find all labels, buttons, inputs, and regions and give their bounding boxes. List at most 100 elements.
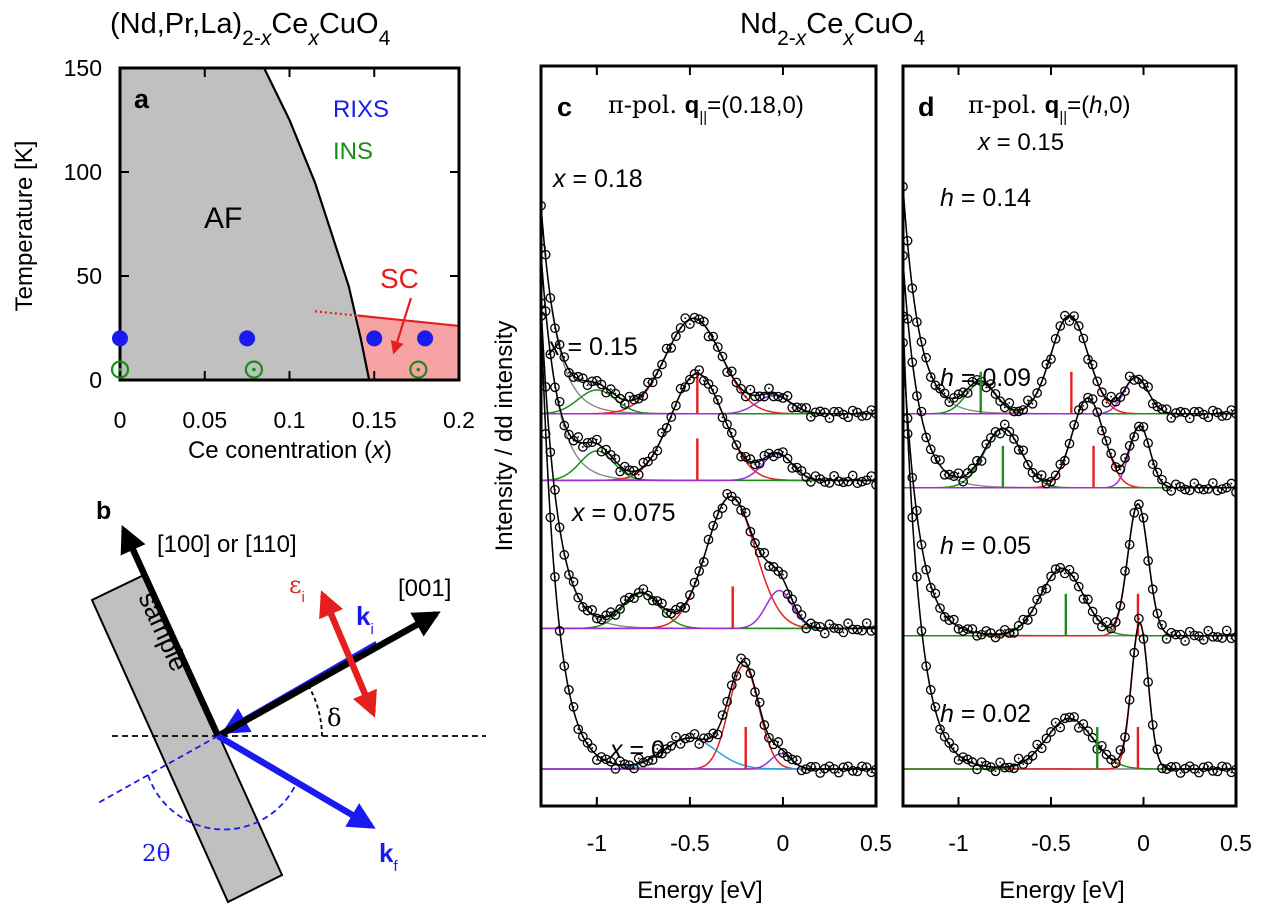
data-point: [712, 342, 723, 352]
data-point-center: [698, 369, 701, 371]
data-point-center: [726, 423, 729, 426]
data-point-center: [1110, 627, 1113, 630]
panel-d-header2: x = 0.15: [977, 129, 1064, 156]
data-point: [1152, 467, 1163, 478]
data-point-center: [1142, 638, 1145, 640]
data-point: [652, 596, 663, 606]
data-point: [694, 739, 705, 749]
panel-c-curve-label-2: x = 0.075: [571, 499, 676, 527]
data-point: [541, 200, 546, 211]
data-point-center: [744, 395, 747, 398]
data-point-center: [809, 415, 812, 418]
data-point-center: [952, 747, 955, 750]
data-point: [1120, 566, 1130, 576]
data-point-center: [707, 538, 710, 541]
data-point-center: [1110, 452, 1113, 455]
fit-peak-green: [541, 450, 876, 482]
data-point: [986, 379, 996, 389]
data-point-center: [1087, 598, 1089, 601]
data-point-center: [749, 672, 752, 675]
data-point: [1152, 744, 1163, 755]
data-point: [750, 687, 760, 697]
data-point-center: [721, 714, 724, 717]
data-point-center: [1128, 698, 1131, 701]
data-point-center: [1068, 442, 1071, 445]
data-point-center: [1216, 770, 1219, 773]
data-point: [990, 389, 1001, 399]
data-point: [1134, 499, 1144, 510]
data-point-center: [651, 759, 654, 761]
data-point-center: [929, 586, 932, 589]
xtick-label: -1: [587, 830, 607, 856]
data-point: [689, 312, 700, 323]
data-point: [1110, 462, 1121, 472]
data-point: [1231, 487, 1236, 498]
data-point: [1120, 453, 1130, 463]
data-point-center: [966, 392, 969, 394]
panel-d-frame: [901, 64, 1238, 808]
data-point-center: [1040, 747, 1043, 750]
data-point: [573, 724, 584, 735]
data-point: [610, 764, 621, 774]
data-point-center: [665, 748, 668, 750]
panel-a: 0 0.05 0.1 0.15 0.2 0 50 100 150 a RIXS INS AF S…: [11, 55, 475, 464]
data-point-center: [1216, 411, 1219, 414]
data-point-center: [920, 543, 923, 546]
data-point-center: [819, 478, 822, 480]
data-point-center: [1156, 612, 1159, 615]
a-xtick-label: 0.05: [182, 407, 227, 433]
data-point: [1129, 431, 1140, 442]
data-point: [759, 548, 770, 558]
data-point-center: [1068, 568, 1071, 571]
ins-point: [409, 360, 428, 379]
data-point: [1180, 763, 1190, 774]
data-point-center: [698, 743, 701, 745]
data-point-center: [605, 614, 608, 617]
panel-c-header: π-pol. q||=(0.18,0): [608, 91, 804, 126]
rixs-point: [366, 330, 383, 347]
data-point: [680, 313, 691, 323]
data-point-center: [1008, 430, 1011, 433]
data-point-center: [1179, 633, 1182, 636]
data-point: [824, 478, 835, 488]
data-point-center: [819, 772, 822, 774]
data-point-center: [605, 391, 608, 394]
data-point: [1212, 485, 1223, 496]
data-point: [661, 423, 672, 433]
data-point-center: [1008, 401, 1011, 404]
data-point-center: [934, 705, 937, 708]
data-point-center: [768, 452, 770, 455]
data-point: [1171, 762, 1181, 772]
data-point-center: [628, 395, 631, 398]
data-point: [819, 763, 830, 774]
data-point-center: [980, 460, 983, 462]
data-point-center: [796, 759, 798, 762]
data-point: [638, 391, 649, 401]
data-point-center: [735, 444, 738, 446]
data-point-center: [619, 608, 621, 610]
data-point-center: [1082, 723, 1085, 725]
data-point: [1157, 474, 1167, 485]
panel-c-frame: [539, 64, 878, 808]
data-point: [778, 447, 788, 457]
data-point: [1129, 647, 1140, 658]
data-point: [675, 323, 686, 333]
data-point-center: [948, 401, 951, 404]
data-point: [939, 731, 950, 742]
data-point: [740, 452, 751, 462]
data-point-center: [865, 766, 868, 769]
panel-d-curves: [903, 181, 1236, 778]
data-point: [745, 526, 756, 537]
data-point: [1115, 745, 1126, 755]
data-point: [1101, 397, 1112, 408]
data-point: [1184, 413, 1195, 424]
data-point-center: [763, 724, 766, 726]
data-point-center: [1054, 474, 1057, 477]
panel-a-points: [110, 330, 434, 379]
data-point: [731, 440, 742, 450]
sc-dotted-extension: [314, 310, 358, 317]
data-point: [953, 389, 964, 400]
data-point-center: [1151, 588, 1154, 591]
data-point: [722, 367, 732, 378]
data-point: [1018, 405, 1029, 415]
